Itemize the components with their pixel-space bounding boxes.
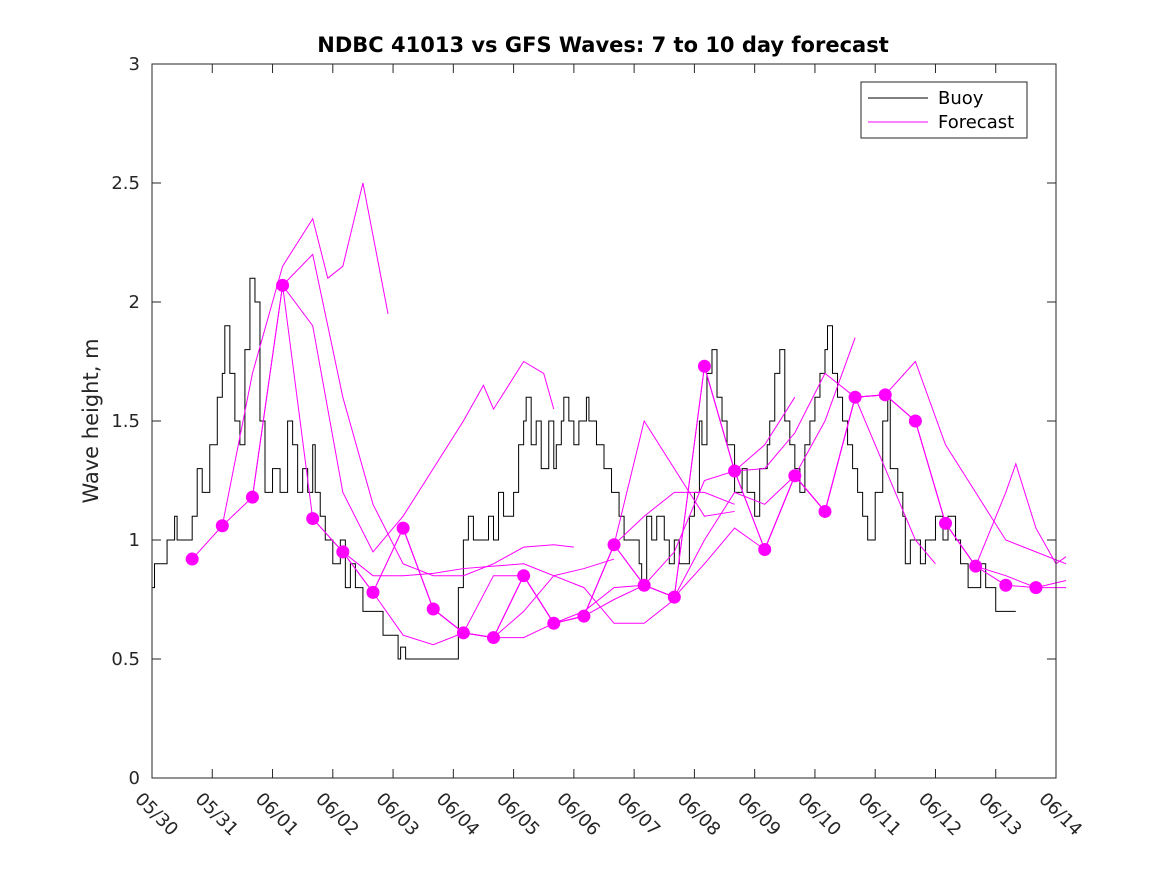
forecast-line bbox=[191, 182, 389, 560]
y-tick-label: 2.5 bbox=[111, 173, 140, 194]
y-tick-label: 0 bbox=[129, 768, 140, 789]
forecast-marker bbox=[426, 602, 440, 616]
forecast-marker bbox=[487, 631, 501, 645]
legend: Buoy Forecast bbox=[860, 81, 1028, 139]
forecast-marker bbox=[185, 552, 199, 566]
forecast-marker bbox=[276, 278, 290, 292]
legend-buoy-label: Buoy bbox=[938, 88, 984, 109]
forecast-marker bbox=[878, 388, 892, 402]
y-axis-ticks: 0 0.5 1 1.5 2 2.5 3 bbox=[111, 54, 1056, 789]
legend-forecast-label: Forecast bbox=[938, 112, 1014, 133]
forecast-marker bbox=[607, 538, 621, 552]
y-tick-label: 2 bbox=[129, 292, 140, 313]
forecast-marker bbox=[969, 559, 983, 573]
forecast-marker bbox=[818, 504, 832, 518]
forecast-marker bbox=[848, 390, 862, 404]
forecast-marker bbox=[758, 543, 772, 557]
y-tick-label: 0.5 bbox=[111, 649, 140, 670]
forecast-marker bbox=[245, 490, 259, 504]
y-tick-label: 3 bbox=[129, 54, 140, 75]
forecast-marker bbox=[637, 578, 651, 592]
y-axis-label: Wave height, m bbox=[79, 338, 103, 503]
forecast-marker bbox=[999, 578, 1013, 592]
plot-area bbox=[152, 182, 1067, 660]
y-tick-label: 1.5 bbox=[111, 411, 140, 432]
legend-box bbox=[860, 81, 1028, 139]
forecast-marker bbox=[396, 521, 410, 535]
forecast-line bbox=[251, 284, 555, 553]
forecast-marker bbox=[939, 516, 953, 530]
forecast-marker bbox=[215, 519, 229, 533]
forecast-marker bbox=[517, 569, 531, 583]
forecast-marker bbox=[306, 512, 320, 526]
forecast-marker bbox=[547, 616, 561, 630]
chart-title: NDBC 41013 vs GFS Waves: 7 to 10 day for… bbox=[317, 33, 888, 57]
forecast-marker bbox=[788, 469, 802, 483]
forecast-marker bbox=[366, 585, 380, 599]
forecast-markers bbox=[185, 278, 1043, 645]
forecast-marker bbox=[908, 414, 922, 428]
y-tick-label: 1 bbox=[129, 530, 140, 551]
buoy-line bbox=[152, 277, 1016, 660]
forecast-marker bbox=[697, 359, 711, 373]
forecast-marker bbox=[577, 609, 591, 623]
forecast-marker bbox=[728, 464, 742, 478]
forecast-marker bbox=[667, 590, 681, 604]
forecast-line bbox=[463, 395, 936, 639]
forecast-marker bbox=[336, 545, 350, 559]
forecast-marker bbox=[1029, 581, 1043, 595]
buoy-series bbox=[152, 277, 1016, 660]
forecast-marker bbox=[456, 626, 470, 640]
